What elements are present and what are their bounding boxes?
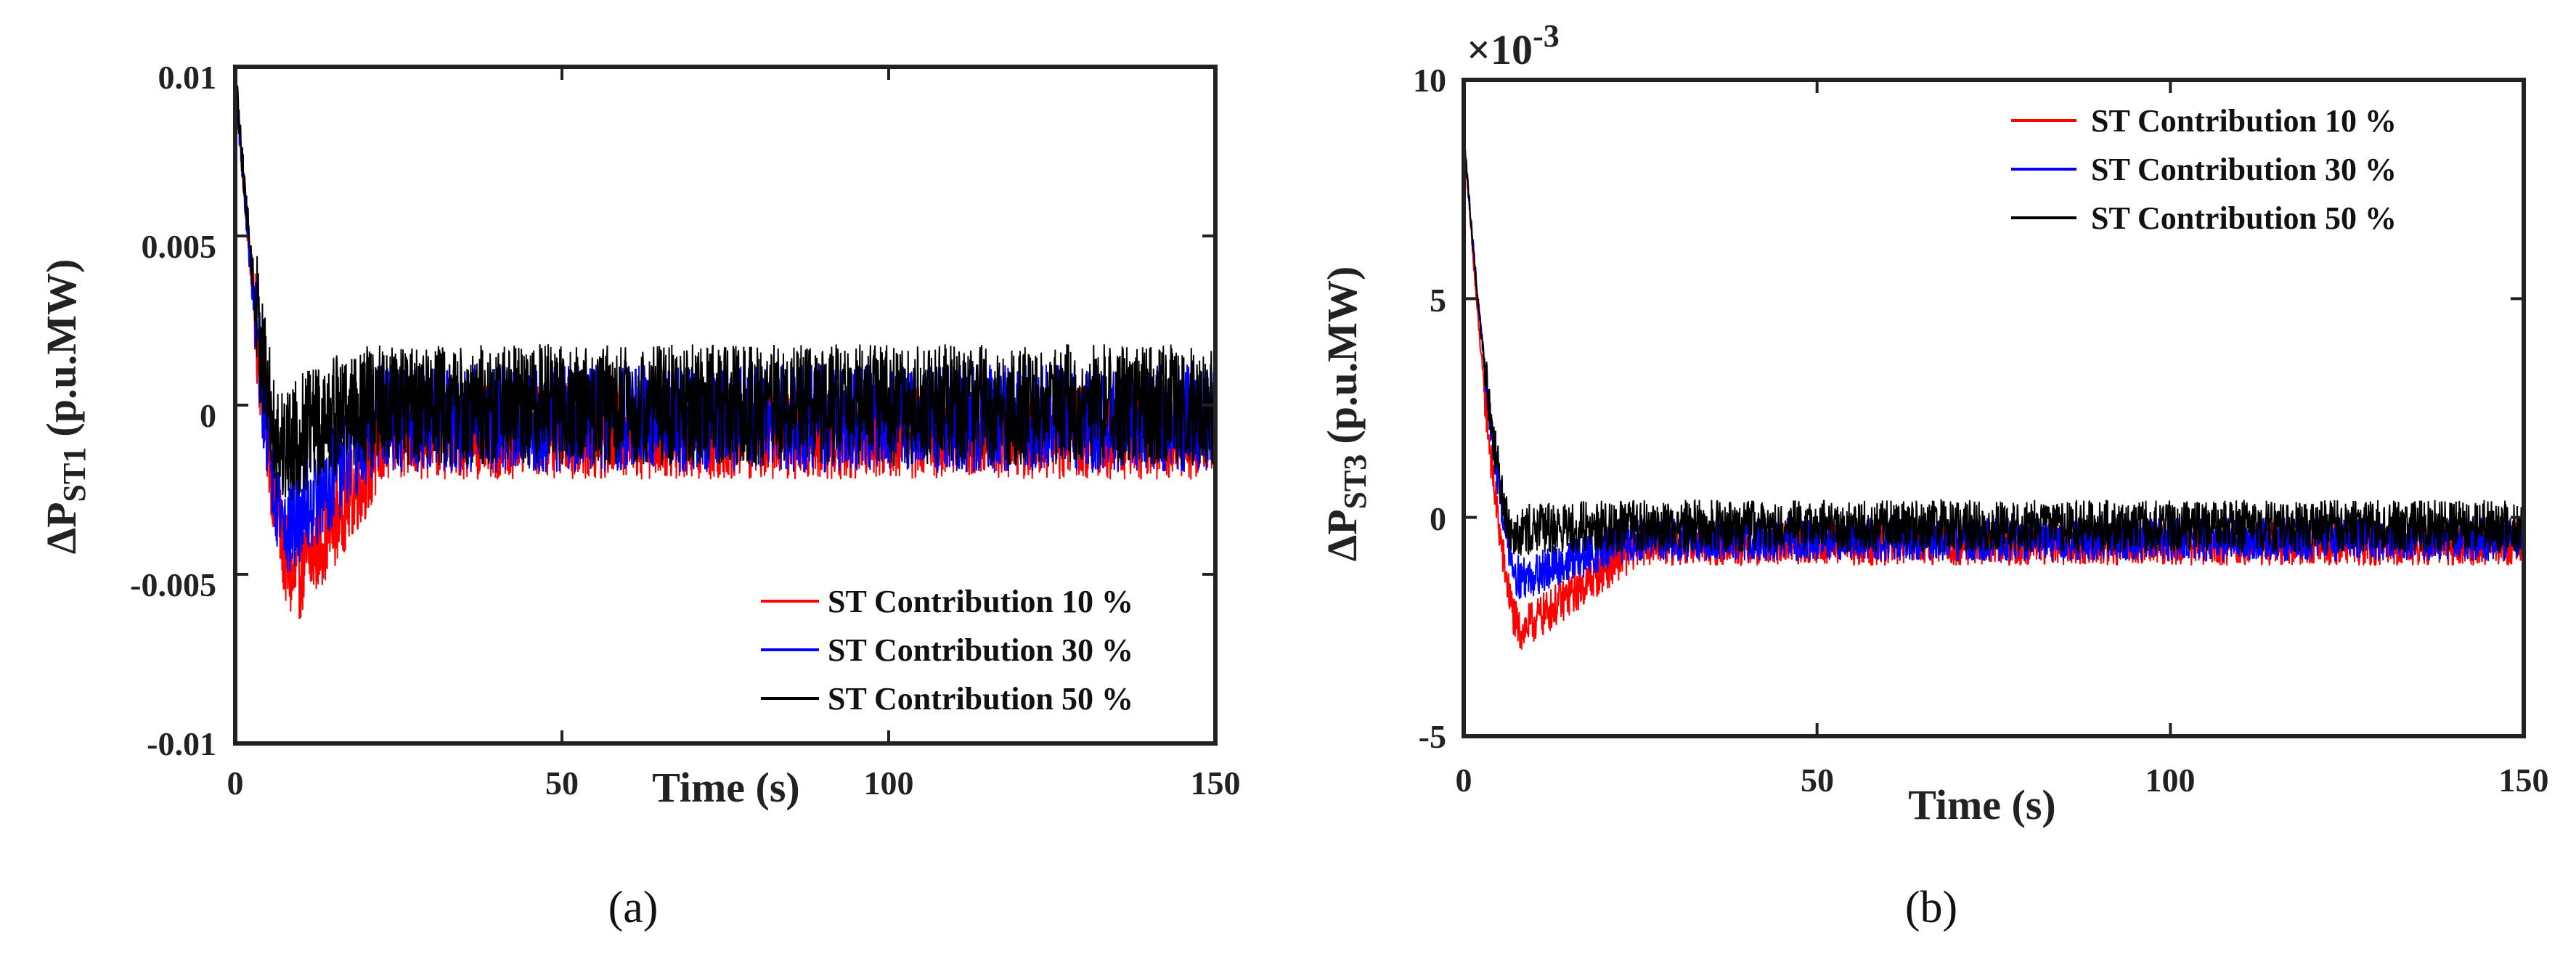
series-line	[1463, 128, 2524, 556]
x-tick-label: 150	[1191, 765, 1241, 802]
y-axis-label: ΔPST3 (p.u.MW)	[1318, 266, 1373, 562]
y-tick-label: -5	[1419, 718, 1446, 755]
x-tick-label: 150	[2499, 762, 2549, 799]
legend-label-30: ST Contribution 30 %	[2091, 152, 2397, 187]
y-axis-exponent: ×10-3	[1467, 18, 1560, 74]
y-tick-label: 10	[1413, 62, 1446, 99]
plot-frame-b	[1462, 78, 2526, 738]
y-axis-label-unit: (p.u.MW)	[1318, 266, 1366, 444]
panel-label-b: (b)	[1905, 883, 1957, 932]
x-tick-label: 100	[864, 765, 914, 802]
legend-label-10: ST Contribution 10 %	[2091, 103, 2397, 139]
y-axis-label: ΔPST1 (p.u.MW)	[38, 259, 92, 555]
y-tick-label: -0.01	[147, 725, 216, 762]
x-axis-label: Time (s)	[1908, 781, 2056, 828]
exponent-power: -3	[1533, 18, 1560, 54]
x-tick-label: 50	[1801, 762, 1834, 799]
y-tick-label: 0.01	[158, 59, 217, 96]
y-axis-label-sub: ST1	[57, 447, 92, 502]
legend-a: ST Contribution 10 % ST Contribution 30 …	[761, 584, 1133, 717]
y-axis-label-sub: ST3	[1337, 454, 1373, 510]
legend-label-50: ST Contribution 50 %	[828, 681, 1133, 717]
chart-panel-b: ×10-3 10 5 0 -5 0 50 100 150 Time (s) ΔP…	[1318, 18, 2549, 933]
y-tick-label: 0	[200, 397, 216, 434]
series-line	[235, 67, 1216, 619]
panel-label-a: (a)	[608, 883, 659, 932]
series-line	[235, 66, 1216, 500]
series-group-b	[1463, 128, 2524, 650]
y-tick-label: 0.005	[142, 228, 217, 265]
x-axis-label: Time (s)	[652, 764, 800, 811]
exponent-base: ×10	[1467, 26, 1533, 73]
legend-b: ST Contribution 10 % ST Contribution 30 …	[2011, 103, 2397, 236]
x-tick-label: 50	[545, 765, 579, 802]
y-axis-label-unit: (p.u.MW)	[38, 259, 85, 437]
ticks-a	[234, 65, 1217, 745]
ticks-b	[1462, 78, 2525, 738]
series-group-a	[235, 66, 1216, 619]
y-tick-label: 5	[1430, 282, 1446, 319]
series-line	[235, 66, 1216, 572]
y-tick-label: -0.005	[130, 566, 216, 603]
y-axis-label-main: ΔP	[1318, 509, 1366, 561]
x-tick-label: 100	[2145, 762, 2196, 799]
legend-label-50: ST Contribution 50 %	[2091, 200, 2397, 236]
legend-label-30: ST Contribution 30 %	[828, 632, 1133, 668]
y-tick-label: 0	[1430, 500, 1446, 537]
y-axis-label-main: ΔP	[38, 502, 85, 554]
x-tick-label: 0	[227, 765, 244, 802]
legend-label-10: ST Contribution 10 %	[828, 584, 1133, 619]
x-tick-label: 0	[1456, 762, 1472, 799]
chart-panel-a: 0.01 0.005 0 -0.005 -0.01 0 50 100 150 T…	[38, 59, 1241, 932]
